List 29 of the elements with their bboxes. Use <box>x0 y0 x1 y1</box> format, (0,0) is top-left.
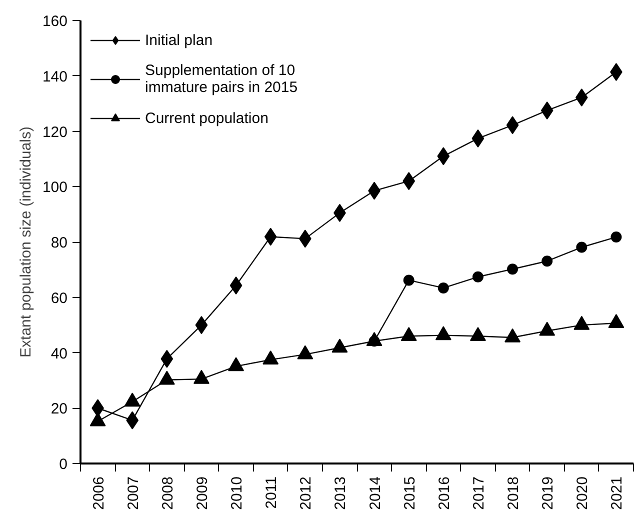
x-tick-label: 2019 <box>540 476 557 510</box>
y-tick-label: 120 <box>42 124 68 141</box>
x-tick-label: 2018 <box>505 476 522 510</box>
legend-label: Current population <box>145 110 268 126</box>
y-tick-label: 20 <box>50 400 68 418</box>
legend-label: Supplementation of 10 immature pairs in 2015 <box>145 62 298 96</box>
y-tick-label: 140 <box>42 68 68 86</box>
y-tick-label: 80 <box>50 234 68 252</box>
x-tick-label: 2012 <box>298 476 315 510</box>
y-tick-label: 0 <box>59 456 68 473</box>
x-tick-label: 2007 <box>124 476 142 510</box>
y-axis-title: Extant population size (individuals) <box>17 126 34 358</box>
x-tick-label: 2021 <box>608 476 626 510</box>
x-tick-label: 2009 <box>194 476 211 510</box>
y-tick-label: 40 <box>50 345 68 362</box>
x-tick-label: 2006 <box>90 476 108 510</box>
x-tick-label: 2020 <box>574 476 592 510</box>
x-tick-label: 2015 <box>401 476 418 510</box>
x-tick-label: 2013 <box>332 476 350 510</box>
y-tick-label: 160 <box>42 13 68 30</box>
x-tick-label: 2014 <box>366 476 384 510</box>
x-tick-label: 2017 <box>470 476 488 510</box>
y-tick-label: 100 <box>42 179 68 196</box>
legend-label: Initial plan <box>145 32 213 48</box>
x-tick-label: 2011 <box>263 476 280 509</box>
x-tick-label: 2008 <box>159 476 176 510</box>
x-tick-label: 2016 <box>436 476 453 510</box>
y-tick-label: 60 <box>50 290 68 307</box>
x-tick-label: 2010 <box>228 476 246 510</box>
